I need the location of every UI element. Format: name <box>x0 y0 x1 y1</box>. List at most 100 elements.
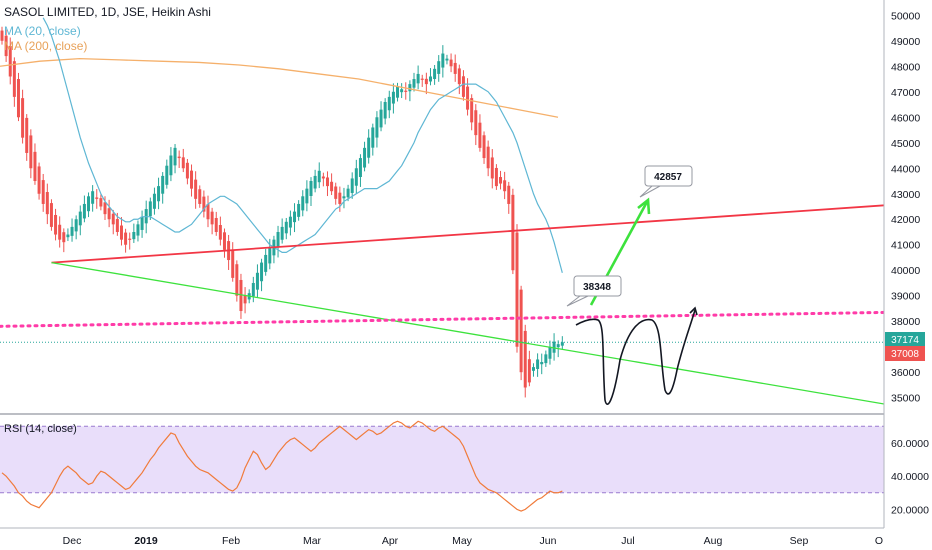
candle[interactable] <box>527 359 531 383</box>
candle[interactable] <box>433 68 437 79</box>
candle[interactable] <box>37 166 41 194</box>
candle[interactable] <box>210 211 214 225</box>
candle[interactable] <box>4 35 8 57</box>
candle[interactable] <box>544 354 548 364</box>
candle[interactable] <box>198 189 202 204</box>
candle[interactable] <box>181 157 185 169</box>
candle[interactable] <box>185 162 189 179</box>
candle[interactable] <box>87 196 91 212</box>
support-trendline[interactable] <box>51 261 932 413</box>
candle[interactable] <box>54 214 58 235</box>
time-axis[interactable]: Dec 2019 Feb Mar Apr May Jun Jul Aug Sep… <box>0 527 932 550</box>
candle[interactable] <box>416 73 420 84</box>
candle[interactable] <box>288 216 292 228</box>
candle[interactable] <box>358 158 362 177</box>
candle[interactable] <box>66 234 70 238</box>
candle[interactable] <box>293 211 297 223</box>
candle[interactable] <box>177 156 181 159</box>
candle[interactable] <box>560 342 564 346</box>
candle[interactable] <box>119 225 123 240</box>
candle[interactable] <box>8 45 12 77</box>
candle[interactable] <box>486 146 490 169</box>
candle[interactable] <box>449 59 453 67</box>
candle[interactable] <box>165 165 169 185</box>
candle[interactable] <box>371 127 375 148</box>
candle[interactable] <box>375 117 379 138</box>
candle[interactable] <box>12 61 16 97</box>
candle[interactable] <box>396 86 400 98</box>
candle[interactable] <box>461 76 465 97</box>
candle[interactable] <box>556 344 560 348</box>
price-axis[interactable]: 3500036000370003800039000400004100042000… <box>883 0 932 528</box>
price-pane[interactable]: 42857 38348 <box>0 0 932 413</box>
candle[interactable] <box>231 250 235 278</box>
candle[interactable] <box>540 362 544 365</box>
candle[interactable] <box>140 216 144 230</box>
candle[interactable] <box>490 157 494 179</box>
candle[interactable] <box>383 101 387 119</box>
candle[interactable] <box>148 201 152 217</box>
candle[interactable] <box>297 203 301 217</box>
candle[interactable] <box>305 188 309 204</box>
candle[interactable] <box>400 89 404 93</box>
candle[interactable] <box>95 197 99 199</box>
candle[interactable] <box>33 151 37 182</box>
candle[interactable] <box>531 367 535 371</box>
rsi-legend[interactable]: RSI (14, close) <box>4 423 77 435</box>
candle[interactable] <box>99 198 103 207</box>
candle[interactable] <box>354 168 358 186</box>
candle[interactable] <box>445 58 449 61</box>
candle[interactable] <box>523 330 527 388</box>
candle[interactable] <box>321 176 325 179</box>
candle[interactable] <box>482 135 486 159</box>
candle[interactable] <box>62 232 66 243</box>
candle[interactable] <box>309 181 313 197</box>
candle[interactable] <box>235 264 239 296</box>
candle[interactable] <box>334 186 338 199</box>
candle[interactable] <box>280 226 284 240</box>
candle[interactable] <box>16 79 20 118</box>
candle[interactable] <box>260 262 264 282</box>
candle[interactable] <box>222 232 226 250</box>
candle[interactable] <box>313 175 317 189</box>
candle[interactable] <box>78 211 82 226</box>
candle[interactable] <box>21 98 25 138</box>
candle[interactable] <box>115 219 119 232</box>
candle[interactable] <box>350 178 354 193</box>
candle[interactable] <box>91 191 95 204</box>
candle[interactable] <box>457 68 461 85</box>
ma200-legend[interactable]: MA (200, close) <box>4 39 88 53</box>
candle[interactable] <box>424 78 428 85</box>
candle[interactable] <box>330 181 334 192</box>
candle[interactable] <box>284 221 288 234</box>
candle[interactable] <box>107 208 111 220</box>
candle[interactable] <box>152 193 156 209</box>
candle[interactable] <box>41 180 45 204</box>
candle[interactable] <box>499 177 503 184</box>
candle[interactable] <box>173 147 177 166</box>
candle[interactable] <box>169 155 173 176</box>
candle[interactable] <box>519 289 523 373</box>
candle[interactable] <box>128 238 132 240</box>
candle[interactable] <box>45 192 49 215</box>
candle[interactable] <box>161 175 165 194</box>
candle[interactable] <box>25 117 29 153</box>
rsi-pane[interactable] <box>0 420 884 512</box>
candle[interactable] <box>470 98 474 123</box>
candle[interactable] <box>206 204 210 220</box>
candle[interactable] <box>29 135 33 169</box>
candle[interactable] <box>408 84 412 92</box>
candle[interactable] <box>111 213 115 225</box>
candle[interactable] <box>494 167 498 187</box>
candle[interactable] <box>190 170 194 189</box>
callout-lower[interactable]: 38348 <box>566 275 622 307</box>
candle[interactable] <box>379 109 383 128</box>
candle[interactable] <box>317 170 321 183</box>
candle[interactable] <box>70 226 74 236</box>
candle[interactable] <box>276 231 280 248</box>
dotted-trendline[interactable] <box>0 308 932 328</box>
candle[interactable] <box>453 62 457 74</box>
candle[interactable] <box>437 61 441 74</box>
candle[interactable] <box>49 203 53 227</box>
